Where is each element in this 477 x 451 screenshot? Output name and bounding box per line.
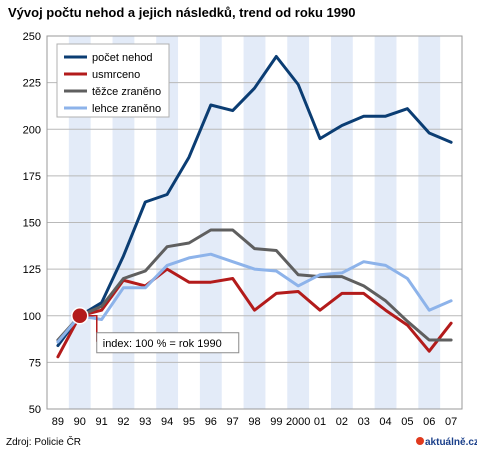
x-tick-label: 04 <box>379 416 391 428</box>
x-tick-label: 94 <box>161 416 173 428</box>
annotation-box <box>96 332 240 354</box>
x-axis: 89 90 91 92 93 94 95 96 97 98 99 2000 01 02 03 04 05 06 07 <box>52 416 457 428</box>
annotation-text: index: 100 % = rok 1990 <box>103 338 222 350</box>
x-tick-label: 05 <box>401 416 413 428</box>
annotation: index: 100 % = rok 1990 <box>71 307 240 354</box>
aktualne-logo: aktuálně.cz <box>416 437 477 448</box>
x-tick-label: 2000 <box>286 416 310 428</box>
y-tick-label: 250 <box>23 31 41 43</box>
y-tick-label: 150 <box>23 218 41 230</box>
x-tick-label: 95 <box>183 416 195 428</box>
x-tick-label: 98 <box>248 416 260 428</box>
series-line <box>56 228 453 342</box>
y-tick-label: 225 <box>23 78 41 90</box>
legend-label: lehce zraněno <box>92 103 161 115</box>
x-tick-label: 92 <box>117 416 129 428</box>
y-tick-label: 50 <box>29 404 41 416</box>
x-tick-label: 07 <box>445 416 457 428</box>
plot-frame <box>46 35 463 410</box>
x-tick-label: 06 <box>423 416 435 428</box>
y-tick-label: 75 <box>29 357 41 369</box>
series-line <box>56 252 453 344</box>
legend-label: usmrceno <box>92 69 140 81</box>
y-tick-label: 200 <box>23 124 41 136</box>
y-tick-label: 100 <box>23 311 41 323</box>
series-line <box>56 55 453 348</box>
x-tick-label: 03 <box>358 416 370 428</box>
x-tick-label: 91 <box>95 416 107 428</box>
chart-title: Vývoj počtu nehod a jejich následků, tre… <box>8 5 355 20</box>
y-tick-label: 175 <box>23 171 41 183</box>
x-tick-label: 01 <box>314 416 326 428</box>
x-tick-label: 96 <box>205 416 217 428</box>
x-tick-label: 93 <box>139 416 151 428</box>
annotation-marker <box>71 307 89 325</box>
x-tick-label: 90 <box>74 416 86 428</box>
legend: počet nehod usmrceno těžce zraněno lehce zr… <box>56 43 170 118</box>
y-tick-label: 125 <box>23 264 41 276</box>
y-axis: 50 75 100 125 150 175 200 225 250 <box>23 31 41 416</box>
x-tick-label: 99 <box>270 416 282 428</box>
logo-dot <box>416 437 424 445</box>
x-tick-label: 97 <box>227 416 239 428</box>
logo-text: aktuálně.cz <box>425 437 477 448</box>
legend-label: počet nehod <box>92 52 153 64</box>
legend-label: těžce zraněno <box>92 86 161 98</box>
x-tick-label: 89 <box>52 416 64 428</box>
source-note: Zdroj: Policie ČR <box>6 435 81 448</box>
series-lines <box>56 55 453 359</box>
x-tick-label: 02 <box>336 416 348 428</box>
